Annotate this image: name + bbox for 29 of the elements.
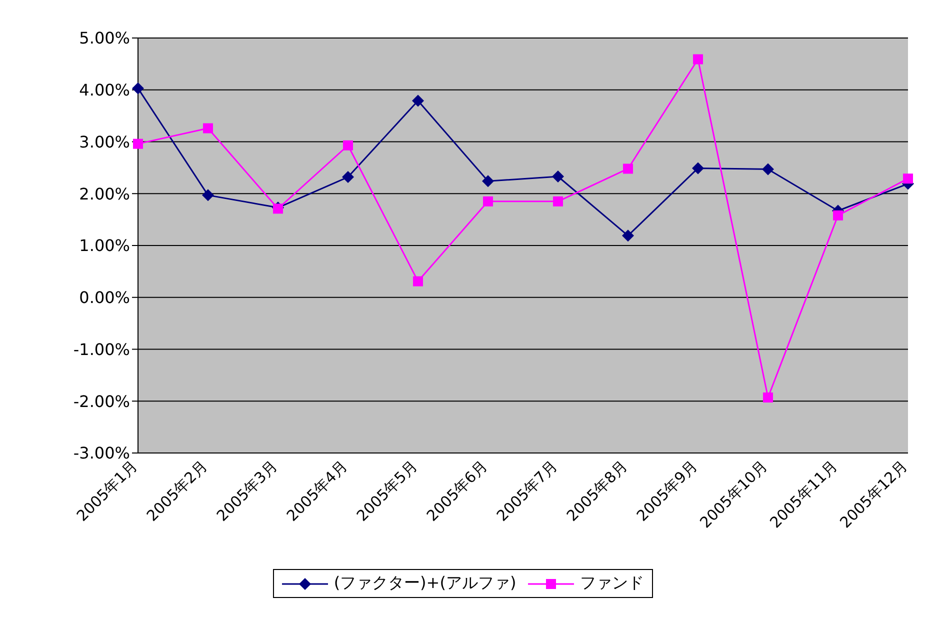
point xyxy=(763,392,773,402)
point xyxy=(903,174,913,184)
point xyxy=(553,196,563,206)
point xyxy=(693,54,703,64)
y-tick-label: -2.00% xyxy=(73,392,130,411)
y-tick-label: -1.00% xyxy=(73,340,130,359)
legend-label: ファンド xyxy=(580,573,644,594)
point xyxy=(412,94,424,107)
y-tick-label: 2.00% xyxy=(79,184,130,204)
point xyxy=(482,175,494,188)
point xyxy=(762,163,774,176)
point xyxy=(202,189,214,202)
point xyxy=(833,210,843,220)
point xyxy=(622,230,634,242)
point xyxy=(342,171,354,184)
y-tick-label: 3.00% xyxy=(79,132,130,152)
y-tick-label: 0.00% xyxy=(79,288,130,308)
point xyxy=(343,140,353,150)
point xyxy=(692,162,704,174)
point xyxy=(413,276,423,286)
y-tick-label: 4.00% xyxy=(79,80,130,100)
legend-label: (ファクター)+(アルファ) xyxy=(334,573,516,594)
y-tick-label: 1.00% xyxy=(79,236,130,256)
point xyxy=(552,170,564,183)
point xyxy=(132,82,144,94)
point xyxy=(623,164,633,174)
point xyxy=(203,123,213,134)
y-tick-label: 5.00% xyxy=(79,28,130,48)
point xyxy=(483,196,493,206)
